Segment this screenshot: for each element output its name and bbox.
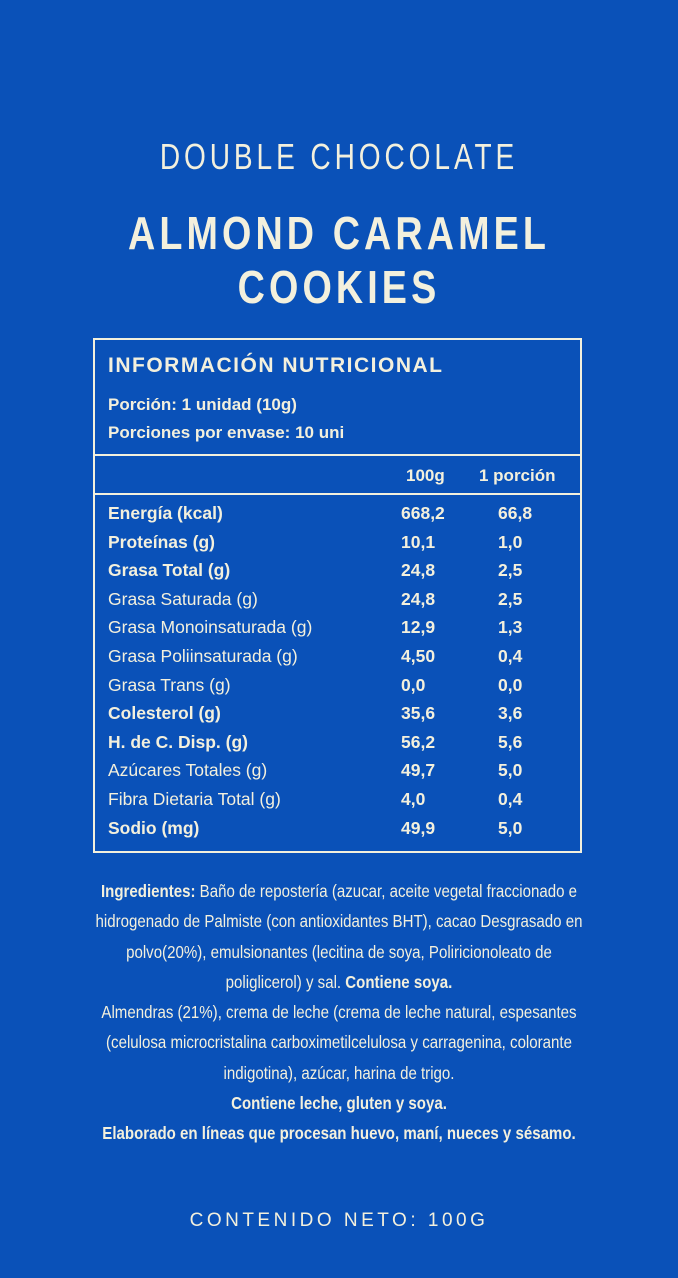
nutrition-row: Sodio (mg) 49,9 5,0 bbox=[95, 818, 580, 847]
value-portion: 5,0 bbox=[498, 817, 523, 838]
value-portion: 1,0 bbox=[498, 531, 523, 552]
nutrient-name: Energía (kcal) bbox=[108, 503, 223, 523]
value-100g: 35,6 bbox=[401, 703, 436, 724]
ingredients-line: Baño de repostería (azucar, aceite veget… bbox=[195, 881, 578, 901]
value-100g: 12,9 bbox=[401, 617, 436, 638]
nutrition-row: Grasa Total (g) 24,8 2,5 bbox=[95, 560, 580, 589]
value-portion: 66,8 bbox=[498, 503, 533, 523]
value-100g: 56,2 bbox=[401, 731, 436, 752]
value-portion: 3,6 bbox=[498, 703, 523, 724]
nutrition-row: H. de C. Disp. (g) 56,2 5,6 bbox=[95, 732, 580, 761]
nutrition-row: Azúcares Totales (g) 49,7 5,0 bbox=[95, 760, 580, 789]
nutrient-name: Sodio (mg) bbox=[108, 817, 200, 838]
nutrition-row: Proteínas (g) 10,1 1,0 bbox=[95, 532, 580, 561]
value-portion: 2,5 bbox=[498, 588, 523, 609]
nutrition-row: Colesterol (g) 35,6 3,6 bbox=[95, 703, 580, 732]
value-100g: 10,1 bbox=[401, 531, 436, 552]
nutrient-name: Colesterol (g) bbox=[108, 703, 221, 724]
value-portion: 5,0 bbox=[498, 760, 523, 781]
nutrient-name: Grasa Trans (g) bbox=[108, 674, 231, 695]
value-100g: 0,0 bbox=[401, 674, 426, 695]
serving-size: Porción: 1 unidad (10g) bbox=[108, 395, 297, 414]
nutrition-heading: INFORMACIÓN NUTRICIONAL bbox=[108, 354, 444, 377]
ingredients-line: poliglicerol) y sal. bbox=[225, 971, 346, 992]
nutrition-row: Grasa Saturada (g) 24,8 2,5 bbox=[95, 589, 580, 618]
value-100g: 668,2 bbox=[401, 503, 445, 523]
nutrition-row: Grasa Poliinsaturada (g) 4,50 0,4 bbox=[95, 646, 580, 675]
nutrient-name: Grasa Monoinsaturada (g) bbox=[108, 617, 313, 638]
value-portion: 1,3 bbox=[498, 617, 523, 638]
nutrition-row: Fibra Dietaria Total (g) 4,0 0,4 bbox=[95, 789, 580, 818]
nutrient-name: Grasa Saturada (g) bbox=[108, 588, 258, 609]
nutrition-row: Grasa Trans (g) 0,0 0,0 bbox=[95, 675, 580, 704]
column-header-100g: 100g bbox=[406, 466, 445, 485]
nutrition-rows: Energía (kcal) 668,2 66,8 Proteínas (g) 10,1… bbox=[95, 503, 580, 846]
nutrient-name: Grasa Total (g) bbox=[108, 560, 231, 581]
value-100g: 24,8 bbox=[401, 588, 436, 609]
nutrient-name: Grasa Poliinsaturada (g) bbox=[108, 645, 298, 666]
product-title: ALMOND CARAMEL COOKIES bbox=[128, 207, 550, 313]
nutrition-row: Grasa Monoinsaturada (g) 12,9 1,3 bbox=[95, 617, 580, 646]
nutrition-facts-table: INFORMACIÓN NUTRICIONAL Porción: 1 unida… bbox=[93, 338, 582, 853]
value-100g: 4,0 bbox=[401, 788, 426, 809]
allergen-soy: Contiene soya. bbox=[345, 971, 453, 992]
nutrient-name: H. de C. Disp. (g) bbox=[108, 731, 248, 752]
divider bbox=[95, 493, 580, 495]
nutrient-name: Azúcares Totales (g) bbox=[108, 760, 268, 781]
ingredients-line: indigotina), azúcar, harina de trigo. bbox=[223, 1062, 455, 1083]
value-portion: 0,4 bbox=[498, 788, 523, 809]
ingredients-text: Ingredientes: Baño de repostería (azucar… bbox=[30, 876, 647, 1149]
ingredients-line: hidrogenado de Palmiste (con antioxidant… bbox=[95, 911, 583, 932]
column-header-portion: 1 porción bbox=[479, 466, 556, 485]
value-100g: 49,7 bbox=[401, 760, 436, 781]
cross-contamination-statement: Elaborado en líneas que procesan huevo, … bbox=[102, 1123, 576, 1144]
nutrient-name: Proteínas (g) bbox=[108, 531, 215, 552]
ingredients-line: (celulosa microcristalina carboximetilce… bbox=[106, 1032, 572, 1053]
nutrition-row: Energía (kcal) 668,2 66,8 bbox=[95, 503, 580, 532]
product-subtitle: DOUBLE CHOCOLATE bbox=[159, 136, 519, 177]
divider bbox=[95, 454, 580, 456]
servings-per-container: Porciones por envase: 10 uni bbox=[108, 423, 345, 442]
allergen-statement: Contiene leche, gluten y soya. bbox=[231, 1093, 447, 1114]
ingredients-line: Almendras (21%), crema de leche (crema d… bbox=[101, 1002, 577, 1023]
ingredients-label: Ingredientes: bbox=[100, 881, 196, 901]
value-portion: 5,6 bbox=[498, 731, 523, 752]
value-portion: 0,0 bbox=[498, 674, 523, 695]
nutrient-name: Fibra Dietaria Total (g) bbox=[108, 788, 281, 809]
net-content: CONTENIDO NETO: 100G bbox=[189, 1210, 489, 1231]
value-portion: 0,4 bbox=[498, 645, 523, 666]
value-100g: 4,50 bbox=[401, 645, 436, 666]
ingredients-line: polvo(20%), emulsionantes (lecitina de s… bbox=[126, 941, 552, 962]
value-100g: 24,8 bbox=[401, 560, 436, 581]
value-100g: 49,9 bbox=[401, 817, 436, 838]
value-portion: 2,5 bbox=[498, 560, 523, 581]
